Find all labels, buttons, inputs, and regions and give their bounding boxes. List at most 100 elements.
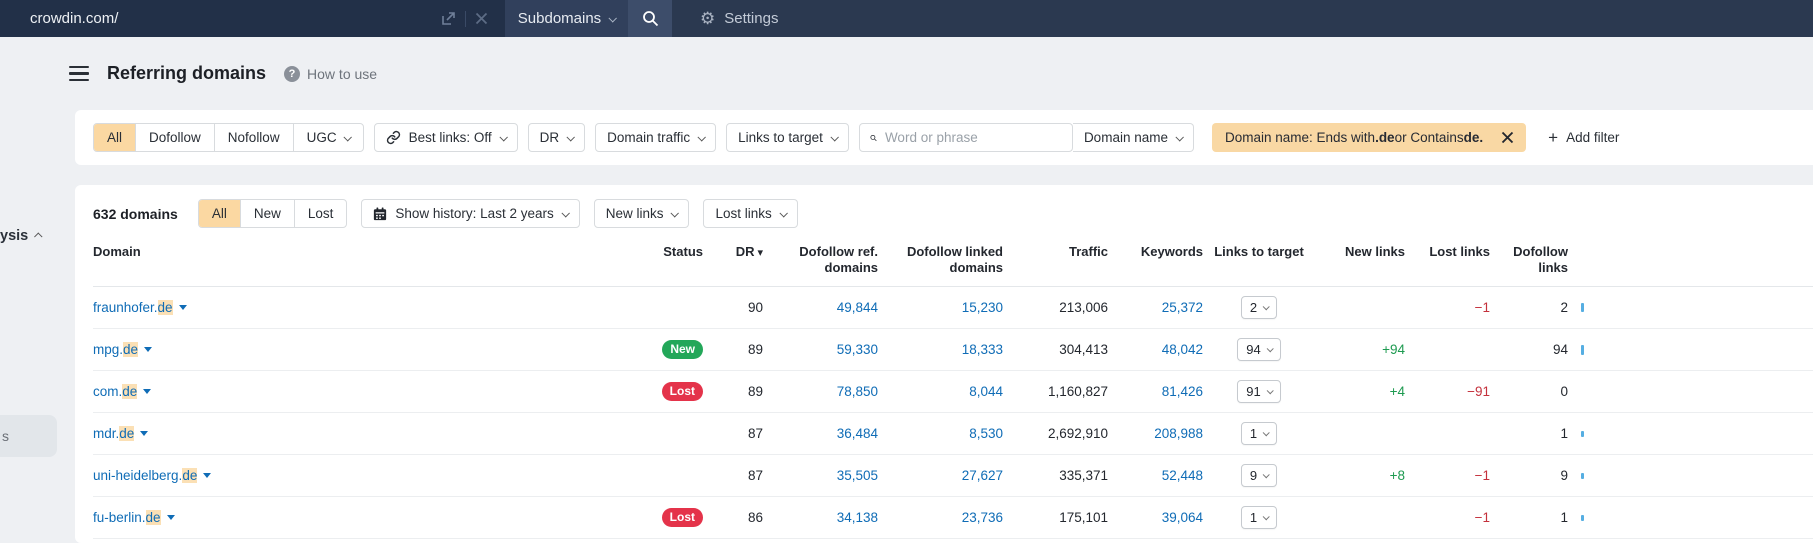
open-external-icon[interactable] — [434, 11, 463, 26]
chevron-down-icon — [608, 13, 618, 23]
menu-icon[interactable] — [69, 65, 89, 82]
domain-link[interactable]: mdr.de — [93, 425, 149, 441]
domain-link[interactable]: com.de — [93, 383, 152, 399]
domain-caret-icon[interactable] — [144, 346, 153, 352]
links-to-target-select[interactable]: 2 — [1240, 295, 1278, 319]
dofollow-linked-domains-link[interactable]: 27,627 — [961, 467, 1003, 483]
domain-link[interactable]: fraunhofer.de — [93, 299, 187, 315]
domain-link[interactable]: fu-berlin.de — [93, 509, 175, 525]
subdomains-dropdown[interactable]: Subdomains — [505, 0, 628, 37]
domain-cell: mdr.de — [93, 425, 593, 441]
status-segment-all[interactable]: All — [198, 200, 240, 227]
col-header-status[interactable]: Status — [663, 244, 703, 259]
show-history-dropdown[interactable]: Show history: Last 2 years — [361, 199, 580, 228]
dofollow-ref-domains-link[interactable]: 49,844 — [836, 299, 878, 315]
search-submit-button[interactable] — [628, 0, 672, 37]
dofollow-ref-cell: 34,138 — [763, 510, 878, 525]
sidebar-active-item-cut[interactable]: s — [0, 415, 57, 457]
domain-cell: fu-berlin.de — [93, 509, 593, 525]
links-to-target-cell: 9 — [1203, 463, 1315, 487]
filter-segment-dofollow[interactable]: Dofollow — [135, 124, 214, 151]
domain-caret-icon[interactable] — [203, 472, 212, 478]
col-header-dr[interactable]: DR ▾ — [735, 244, 763, 259]
table-toolbar: 632 domains All New Lost Show history: L… — [93, 199, 1813, 228]
dofollow-linked-domains-link[interactable]: 8,530 — [969, 425, 1003, 441]
status-segment-new[interactable]: New — [239, 200, 294, 227]
keywords-link[interactable]: 208,988 — [1154, 425, 1203, 441]
dofollow-linked-domains-link[interactable]: 23,736 — [961, 509, 1003, 525]
chevron-up-icon — [34, 232, 43, 241]
match-highlight: de — [157, 299, 173, 315]
links-to-target-select[interactable]: 91 — [1237, 379, 1281, 403]
dofollow-links-cell: 94 — [1552, 341, 1568, 357]
table-row: com.de Lost 89 78,850 8,044 1,160,827 81,426 91… — [93, 371, 1813, 413]
dr-filter-dropdown[interactable]: DR — [527, 123, 586, 152]
col-header-lost-links[interactable]: Lost links — [1429, 244, 1490, 259]
dofollow-linked-domains-link[interactable]: 18,333 — [961, 341, 1003, 357]
domain-caret-icon[interactable] — [140, 430, 149, 436]
links-to-target-select[interactable]: 1 — [1240, 505, 1278, 529]
keywords-cell: 208,988 — [1108, 426, 1203, 441]
domain-link[interactable]: uni-heidelberg.de — [93, 467, 212, 483]
dofollow-ref-domains-link[interactable]: 36,484 — [836, 425, 878, 441]
dofollow-ref-domains-link[interactable]: 35,505 — [836, 467, 878, 483]
col-header-traffic[interactable]: Traffic — [1068, 244, 1108, 259]
dofollow-linked-cell: 23,736 — [878, 510, 1003, 525]
best-links-dropdown[interactable]: Best links: Off — [373, 123, 518, 152]
col-header-domain[interactable]: Domain — [93, 244, 141, 259]
links-to-target-select[interactable]: 9 — [1240, 463, 1278, 487]
links-to-target-select[interactable]: 1 — [1240, 421, 1278, 445]
keywords-link[interactable]: 25,372 — [1161, 299, 1203, 315]
dofollow-links-mini-bar — [1581, 514, 1584, 521]
domain-name-dropdown[interactable]: Domain name — [1072, 123, 1194, 152]
links-to-target-select[interactable]: 94 — [1237, 337, 1281, 361]
word-search-input[interactable] — [884, 130, 1062, 145]
target-url-input[interactable] — [30, 10, 434, 27]
keywords-link[interactable]: 81,426 — [1161, 383, 1203, 399]
link-type-segmented-control: All Dofollow Nofollow UGC — [93, 123, 364, 152]
dofollow-linked-domains-link[interactable]: 15,230 — [961, 299, 1003, 315]
col-header-dofollow-links[interactable]: Dofollow links — [1513, 244, 1568, 276]
filter-segment-nofollow[interactable]: Nofollow — [213, 124, 293, 151]
dofollow-ref-domains-link[interactable]: 59,330 — [836, 341, 878, 357]
status-cell: Lost — [593, 381, 703, 401]
domain-traffic-dropdown[interactable]: Domain traffic — [595, 123, 717, 152]
new-links-dropdown[interactable]: New links — [593, 199, 690, 228]
links-to-target-cell: 1 — [1203, 421, 1315, 445]
clear-url-icon[interactable] — [468, 12, 495, 25]
remove-filter-icon[interactable] — [1489, 123, 1526, 152]
keywords-link[interactable]: 48,042 — [1161, 341, 1203, 357]
keywords-link[interactable]: 39,064 — [1161, 509, 1203, 525]
search-icon — [870, 134, 877, 141]
top-navbar: Subdomains ⚙ Settings — [0, 0, 1813, 37]
domain-caret-icon[interactable] — [143, 388, 152, 394]
settings-button[interactable]: ⚙ Settings — [700, 0, 778, 37]
col-header-links-to-target[interactable]: Links to target — [1214, 244, 1304, 259]
dofollow-ref-domains-link[interactable]: 34,138 — [836, 509, 878, 525]
keywords-link[interactable]: 52,448 — [1161, 467, 1203, 483]
word-search-box[interactable] — [858, 123, 1073, 152]
chevron-down-icon — [1266, 386, 1274, 394]
domain-caret-icon[interactable] — [178, 304, 187, 310]
active-filter-chip[interactable]: Domain name: Ends with .de or Contains d… — [1211, 123, 1527, 152]
col-header-keywords[interactable]: Keywords — [1140, 244, 1203, 259]
traffic-cell: 213,006 — [1059, 299, 1108, 315]
domain-link[interactable]: mpg.de — [93, 341, 153, 357]
dofollow-linked-domains-link[interactable]: 8,044 — [969, 383, 1003, 399]
add-filter-button[interactable]: + Add filter — [1548, 128, 1620, 147]
filter-segment-ugc[interactable]: UGC — [292, 124, 363, 151]
how-to-use-link[interactable]: ? How to use — [284, 65, 377, 82]
dofollow-ref-domains-link[interactable]: 78,850 — [836, 383, 878, 399]
col-header-dofollow-linked-domains[interactable]: Dofollow linked domains — [906, 244, 1003, 276]
col-header-new-links[interactable]: New links — [1345, 244, 1405, 259]
filter-segment-all[interactable]: All — [94, 124, 136, 151]
domain-caret-icon[interactable] — [166, 514, 175, 520]
target-url-field[interactable] — [0, 0, 505, 37]
status-badge: Lost — [661, 507, 703, 527]
keywords-cell: 81,426 — [1108, 384, 1203, 399]
col-header-dofollow-ref-domains[interactable]: Dofollow ref. domains — [799, 244, 878, 276]
status-segment-lost[interactable]: Lost — [293, 200, 347, 227]
links-to-target-dropdown[interactable]: Links to target — [726, 123, 849, 152]
divider — [465, 10, 466, 27]
lost-links-dropdown[interactable]: Lost links — [703, 199, 798, 228]
